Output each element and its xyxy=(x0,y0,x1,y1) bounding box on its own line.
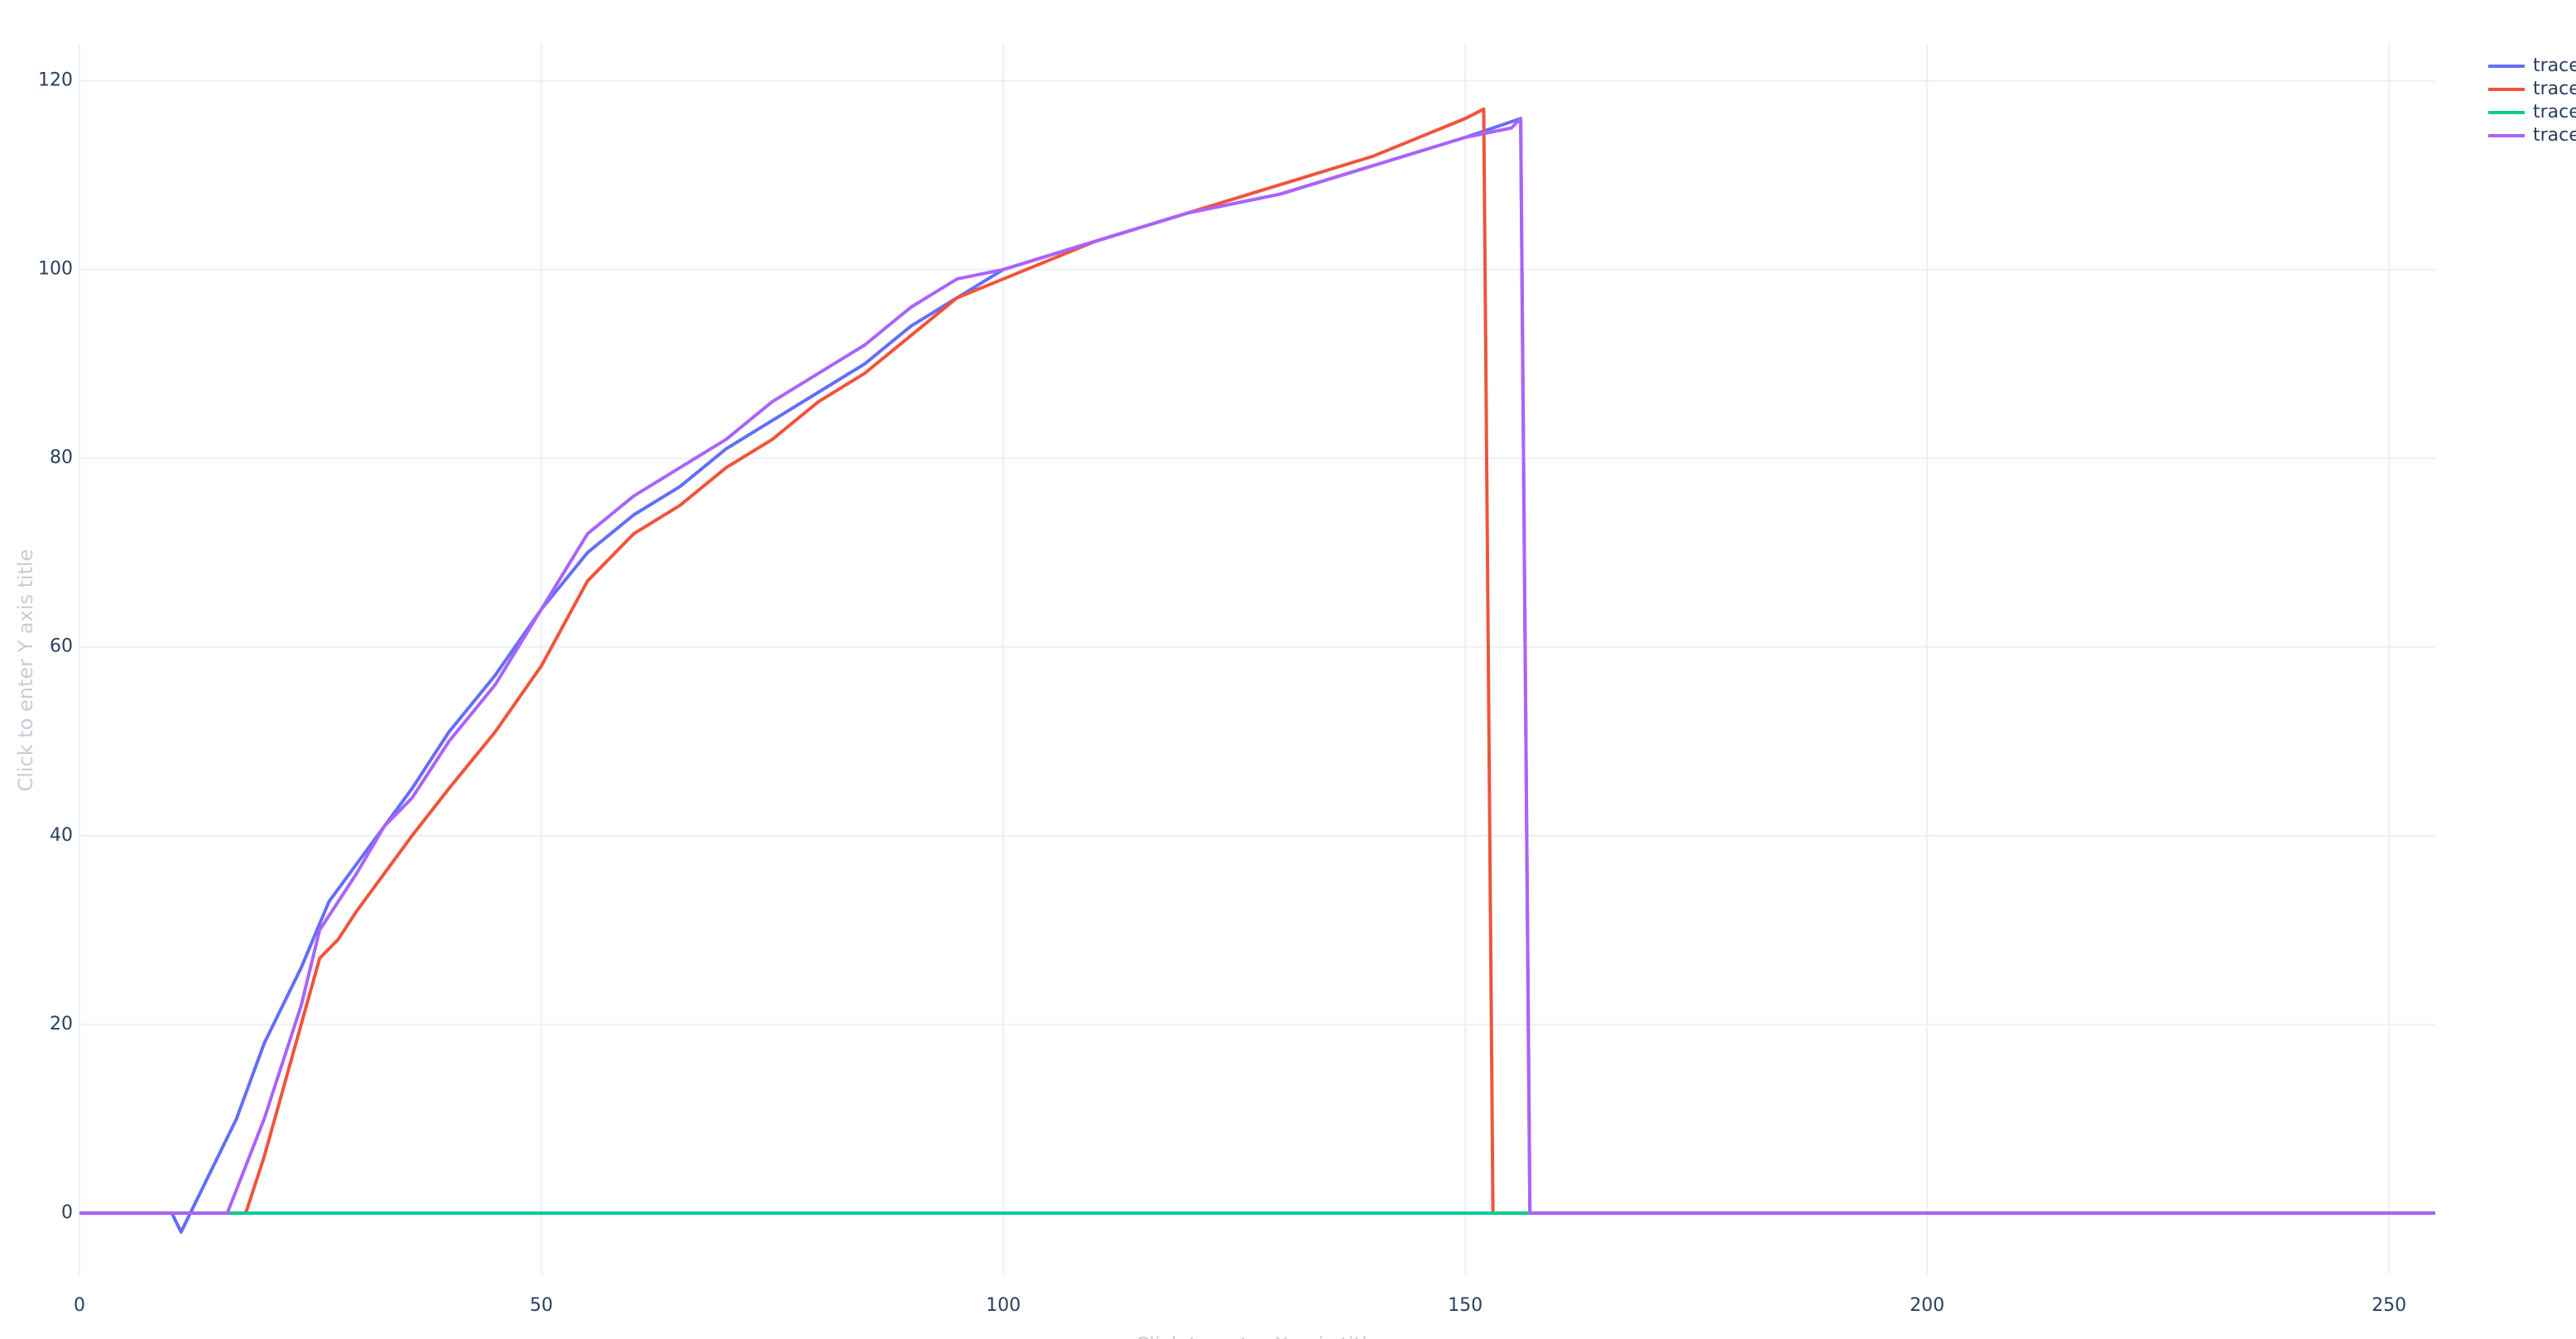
y-tick-label: 40 xyxy=(50,825,73,846)
x-axis-title[interactable]: Click to enter X axis title xyxy=(1136,1333,1380,1339)
y-tick-label: 80 xyxy=(50,448,73,468)
x-tick-label: 200 xyxy=(1910,1295,1944,1316)
x-tick-label: 150 xyxy=(1448,1295,1483,1316)
y-tick-label: 20 xyxy=(50,1014,73,1034)
x-tick-label: 250 xyxy=(2372,1295,2406,1316)
y-axis-title[interactable]: Click to enter Y axis title xyxy=(14,549,37,791)
line xyxy=(79,107,2435,1215)
y-tick-label: 0 xyxy=(61,1202,73,1223)
legend-label[interactable]: trace 1 xyxy=(2533,79,2576,99)
legend-label[interactable]: trace 3 xyxy=(2533,125,2576,146)
x-tick-label: 50 xyxy=(530,1295,553,1316)
legend-label[interactable]: trace 0 xyxy=(2533,55,2576,76)
y-tick-label: 120 xyxy=(38,70,73,91)
line xyxy=(79,117,2435,1215)
x-tick-label: 0 xyxy=(74,1295,85,1316)
legend-label[interactable]: trace 2 xyxy=(2533,102,2576,122)
x-tick-label: 100 xyxy=(986,1295,1021,1316)
y-tick-label: 100 xyxy=(38,259,73,280)
y-tick-label: 60 xyxy=(50,636,73,657)
